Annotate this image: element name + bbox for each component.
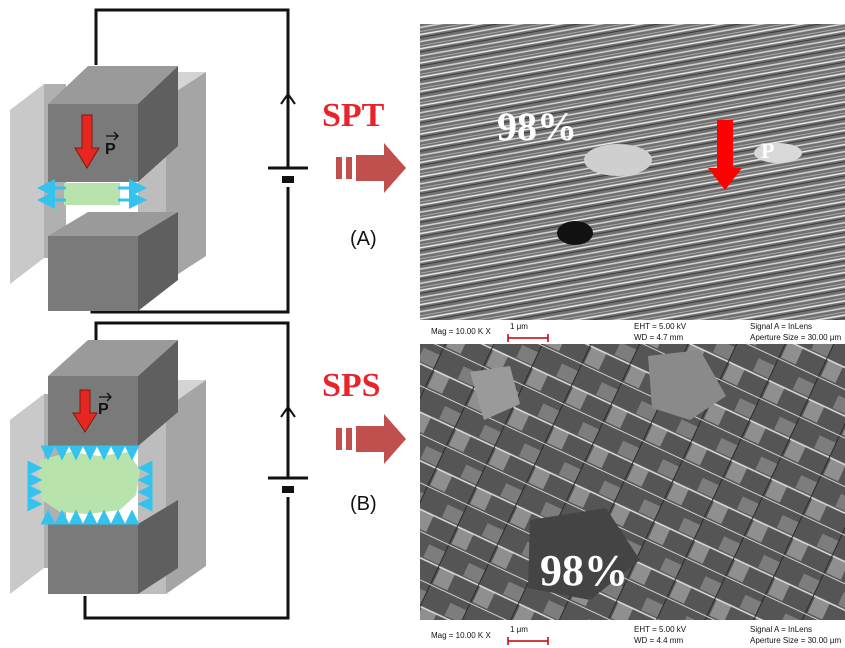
sps-apparatus: P: [10, 321, 308, 620]
sem-signal: Signal A = InLens: [750, 625, 812, 634]
lower-punch: [48, 524, 138, 594]
battery-short-plate: [282, 176, 294, 183]
upper-punch: [48, 104, 138, 182]
pressure-symbol: P: [98, 401, 109, 418]
sample-thin-layer: [64, 183, 120, 205]
caption-b: (B): [350, 493, 377, 515]
sem-wd: WD = 4.4 mm: [634, 636, 683, 645]
sem-scale-bar: [507, 334, 549, 342]
sem-info-bar-spt: [420, 320, 845, 344]
lower-punch: [48, 236, 138, 311]
pressure-arrow: [74, 114, 100, 169]
sem-micrograph-spt: 98% P Mag = 10.00 K X 1 μm EHT = 5.00 kV…: [420, 24, 845, 344]
sps-flow-arrow: [336, 414, 406, 464]
sem-signal: Signal A = InLens: [750, 322, 812, 331]
sem-eht: EHT = 5.00 kV: [634, 322, 687, 331]
battery-short-plate: [282, 486, 294, 493]
pressure-label-sem: P: [761, 138, 774, 163]
density-label-spt: 98%: [497, 104, 577, 149]
sem-aperture: Aperture Size = 30.00 μm: [750, 333, 841, 342]
pressure-arrow: [72, 389, 98, 433]
sem-scale-label: 1 μm: [510, 322, 528, 331]
caption-a: (A): [350, 228, 377, 250]
spt-label: SPT: [322, 97, 385, 134]
upper-punch: [48, 376, 138, 446]
sem-eht: EHT = 5.00 kV: [634, 625, 687, 634]
current-direction-arrow: [280, 92, 296, 105]
sem-info-bar-sps: [420, 620, 845, 648]
sem-scale-label: 1 μm: [510, 625, 528, 634]
sem-mag: Mag = 10.00 K X: [431, 327, 491, 336]
isotropic-field-arrows: [27, 445, 153, 525]
sem-micrograph-sps: 98% Mag = 10.00 K X 1 μm EHT = 5.00 kV W…: [420, 344, 845, 648]
sps-label: SPS: [322, 367, 381, 404]
pressure-arrow-sem: [708, 120, 742, 190]
lateral-field-arrows: [37, 179, 147, 209]
current-direction-arrow: [280, 405, 296, 418]
sem-aperture: Aperture Size = 30.00 μm: [750, 636, 841, 645]
spt-apparatus: P: [10, 8, 308, 314]
sample-bulk: [38, 452, 140, 514]
density-label-sps: 98%: [540, 546, 628, 595]
sem-mag: Mag = 10.00 K X: [431, 631, 491, 640]
sem-scale-bar: [507, 637, 549, 645]
spt-flow-arrow: [336, 143, 406, 193]
pressure-symbol: P: [105, 141, 116, 158]
sem-wd: WD = 4.7 mm: [634, 333, 683, 342]
